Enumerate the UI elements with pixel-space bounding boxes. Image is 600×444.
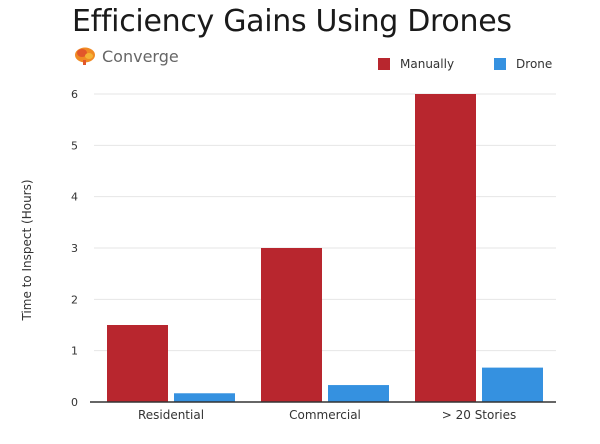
x-tick-label: Residential xyxy=(138,408,204,422)
legend-swatch-manually xyxy=(378,58,390,70)
legend-item-manually: Manually xyxy=(378,57,454,71)
bar-drone-commercial xyxy=(328,385,389,402)
y-tick-label: 4 xyxy=(71,191,78,204)
bar-drone-residential xyxy=(174,393,235,402)
y-tick-label: 5 xyxy=(71,139,78,152)
legend-item-drone: Drone xyxy=(494,57,552,71)
legend: Manually Drone xyxy=(378,57,552,71)
y-tick-label: 6 xyxy=(71,88,78,101)
chart-title: Efficiency Gains Using Drones xyxy=(72,4,512,39)
bar-drone-20-stories xyxy=(482,367,543,402)
y-tick-label: 3 xyxy=(71,242,78,255)
y-tick-label: 0 xyxy=(71,396,78,409)
bar-manually-20-stories xyxy=(415,94,476,402)
brain-icon xyxy=(75,47,95,65)
bar-manually-residential xyxy=(107,325,168,402)
brand-name: Converge xyxy=(102,46,179,66)
legend-label-manually: Manually xyxy=(400,57,455,71)
legend-swatch-drone xyxy=(494,58,507,70)
legend-label-drone: Drone xyxy=(516,57,553,71)
bar-manually-commercial xyxy=(261,248,322,402)
brand: Converge xyxy=(74,46,179,66)
x-tick-label: Commercial xyxy=(289,408,361,422)
x-tick-label: > 20 Stories xyxy=(442,408,517,422)
y-tick-label: 2 xyxy=(71,293,78,306)
y-tick-label: 1 xyxy=(71,345,78,358)
